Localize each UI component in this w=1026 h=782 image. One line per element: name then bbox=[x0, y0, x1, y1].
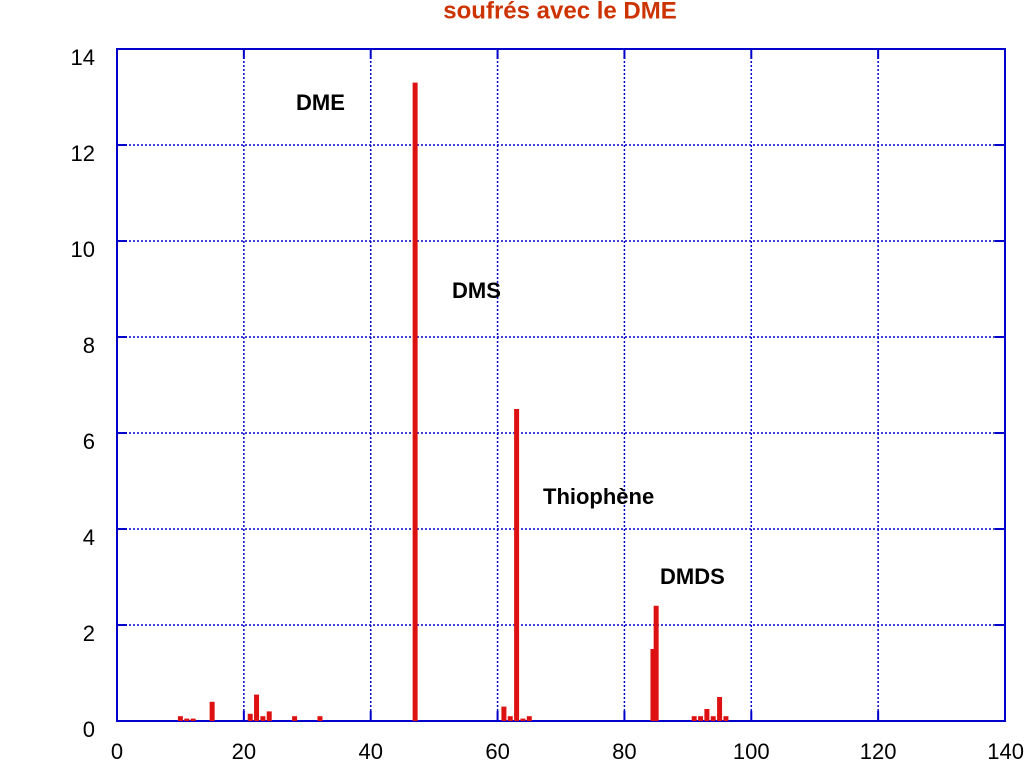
y-tick-label: 2 bbox=[83, 621, 95, 646]
bar bbox=[254, 694, 260, 721]
bar bbox=[653, 605, 659, 721]
x-tick-label: 100 bbox=[733, 739, 770, 764]
x-tick-label: 40 bbox=[358, 739, 382, 764]
bar bbox=[710, 716, 716, 721]
bar bbox=[292, 716, 298, 721]
x-tick-label: 20 bbox=[232, 739, 256, 764]
bar bbox=[266, 711, 272, 721]
bar bbox=[190, 718, 196, 721]
bar bbox=[177, 716, 183, 721]
bar bbox=[526, 716, 532, 721]
plot-frame bbox=[116, 48, 1006, 722]
y-tick-label: 14 bbox=[71, 45, 95, 70]
bar bbox=[317, 716, 323, 721]
y-tick-label: 4 bbox=[83, 525, 95, 550]
bar bbox=[704, 709, 710, 721]
bar bbox=[412, 82, 418, 722]
bar bbox=[247, 713, 253, 721]
bar bbox=[698, 716, 704, 721]
bar bbox=[209, 701, 215, 721]
bar bbox=[691, 716, 697, 721]
annotation: DMDS bbox=[660, 564, 725, 589]
x-tick-label: 0 bbox=[111, 739, 123, 764]
bar bbox=[717, 697, 723, 721]
bar bbox=[723, 716, 729, 721]
y-tick-label: 6 bbox=[83, 429, 95, 454]
y-tick-label: 10 bbox=[71, 237, 95, 262]
annotation: DME bbox=[296, 90, 345, 115]
x-tick-label: 60 bbox=[485, 739, 509, 764]
bar bbox=[184, 718, 190, 721]
bar bbox=[520, 718, 526, 721]
chart-title: soufrés avec le DME bbox=[443, 0, 676, 24]
x-tick-label: 140 bbox=[987, 739, 1024, 764]
bar bbox=[260, 716, 266, 721]
x-tick-label: 80 bbox=[612, 739, 636, 764]
y-tick-label: 0 bbox=[83, 717, 95, 742]
bar bbox=[650, 649, 656, 721]
annotation: Thiophène bbox=[543, 484, 654, 509]
y-tick-label: 8 bbox=[83, 333, 95, 358]
bar bbox=[501, 706, 507, 721]
bar bbox=[507, 716, 513, 721]
x-tick-label: 120 bbox=[860, 739, 897, 764]
annotation: DMS bbox=[452, 278, 501, 303]
bar bbox=[514, 409, 520, 721]
y-tick-label: 12 bbox=[71, 141, 95, 166]
